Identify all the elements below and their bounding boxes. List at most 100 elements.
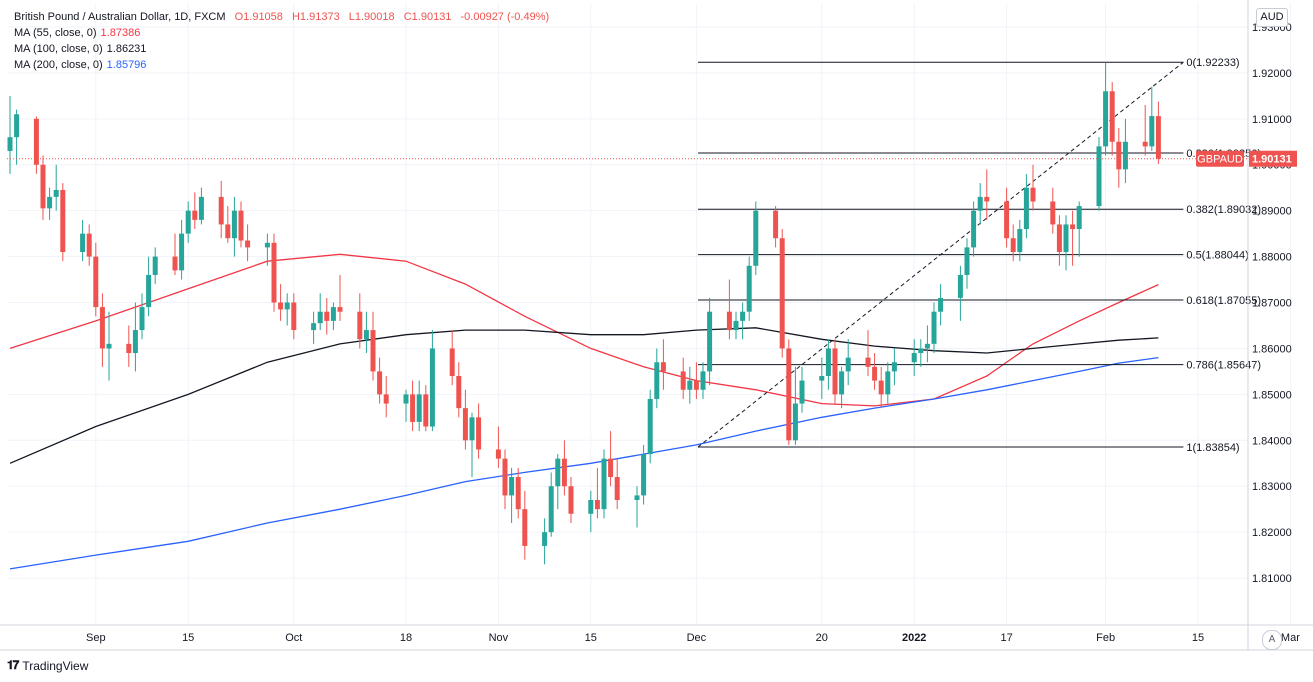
candle-body — [357, 311, 363, 340]
candle — [278, 284, 284, 321]
candle-body — [1149, 116, 1155, 147]
candle — [502, 449, 508, 510]
candle-body — [410, 394, 416, 422]
candle — [753, 201, 759, 275]
candle-body — [370, 330, 376, 372]
candle — [14, 109, 20, 165]
auto-scale-button[interactable]: A — [1262, 630, 1282, 650]
candle — [693, 362, 699, 399]
candle — [1116, 128, 1122, 188]
ma55-label: MA (55, close, 0) — [14, 27, 97, 39]
candle — [964, 238, 970, 289]
candle-body — [568, 486, 574, 514]
ma200-value: 1.85796 — [106, 59, 147, 71]
moving-averages — [9, 253, 1159, 570]
candle-body — [1070, 224, 1076, 230]
x-tick-label: Sep — [86, 632, 106, 644]
candle — [271, 233, 277, 312]
candle — [1023, 173, 1029, 239]
candle — [634, 486, 640, 528]
candle-body — [654, 362, 660, 399]
candle-body — [1050, 201, 1056, 225]
candle-body — [786, 348, 792, 441]
candle-body — [33, 118, 39, 165]
candle — [429, 330, 435, 432]
fib-level-label: 0.618(1.87055) — [1186, 295, 1261, 307]
candle — [324, 297, 330, 335]
candle-body — [957, 274, 963, 298]
candle — [971, 201, 977, 257]
candle-body — [515, 477, 521, 510]
legend-ma200[interactable]: MA (200, close, 0) 1.85796 — [14, 57, 555, 73]
candle — [383, 376, 389, 418]
y-tick-label: 1.81000 — [1252, 573, 1292, 585]
candle-body — [832, 348, 838, 395]
candle-body — [872, 366, 878, 381]
candle — [152, 247, 158, 285]
candle — [476, 403, 482, 459]
candle-body — [284, 302, 290, 310]
candle — [231, 196, 237, 257]
legend-ma55[interactable]: MA (55, close, 0) 1.87386 — [14, 25, 555, 41]
candle — [957, 265, 963, 321]
low-value: L1.90018 — [348, 11, 395, 23]
legend-ma100[interactable]: MA (100, close, 0) 1.86231 — [14, 41, 555, 57]
candle — [799, 366, 805, 413]
candle-body — [1142, 141, 1148, 147]
fib-trend-line[interactable] — [697, 61, 1184, 448]
currency-button[interactable]: AUD — [1256, 8, 1288, 27]
candle — [654, 348, 660, 409]
candle — [608, 431, 614, 487]
candle — [660, 339, 666, 390]
candle-body — [192, 210, 198, 220]
candle — [733, 311, 739, 340]
candle — [740, 302, 746, 340]
candle-body — [984, 196, 990, 202]
candle — [1109, 82, 1115, 156]
candle — [146, 256, 152, 317]
candle — [1030, 164, 1036, 211]
fibonacci-retracement[interactable]: 0(1.92233)0.236(1.90256)0.382(1.89032)0.… — [697, 57, 1261, 454]
candle — [773, 206, 779, 248]
candle — [416, 380, 422, 432]
y-tick-label: 1.91000 — [1252, 114, 1292, 126]
candle-body — [707, 311, 713, 372]
candle-body — [363, 330, 369, 340]
symbol-tag-label: GBPAUD — [1197, 154, 1243, 166]
grid — [7, 4, 1291, 624]
candle — [357, 293, 363, 349]
candle — [588, 490, 594, 533]
candle — [700, 362, 706, 399]
candle — [548, 472, 554, 537]
candle — [865, 330, 871, 376]
candle — [568, 477, 574, 523]
candle-body — [106, 343, 112, 349]
candle — [746, 256, 752, 321]
candle — [449, 330, 455, 386]
candle — [291, 293, 297, 340]
last-price-tag — [1249, 150, 1297, 167]
candle — [423, 385, 429, 432]
y-tick-label: 1.85000 — [1252, 389, 1292, 401]
candle-body — [14, 114, 20, 138]
candle-body — [139, 307, 145, 331]
candle-body — [1063, 224, 1069, 252]
candle-body — [542, 532, 548, 546]
tradingview-brand[interactable]: 𝟏𝟕 TradingView — [7, 658, 88, 673]
candle — [601, 449, 607, 519]
candle-body — [99, 307, 105, 349]
candle — [1056, 215, 1062, 266]
symbol-title: British Pound / Australian Dollar, 1D, F… — [14, 11, 226, 23]
candle-body — [80, 233, 86, 252]
candle-body — [337, 307, 343, 312]
candle — [1004, 187, 1010, 248]
fib-level-label: 0.382(1.89032) — [1186, 204, 1261, 216]
candle — [918, 339, 924, 367]
candle-body — [773, 210, 779, 239]
candle — [179, 219, 185, 280]
candle — [198, 187, 204, 225]
candle-body — [799, 380, 805, 404]
candle — [377, 357, 383, 404]
